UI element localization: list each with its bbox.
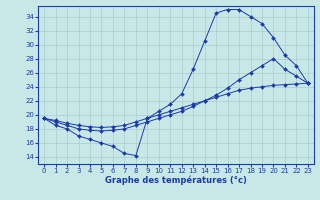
X-axis label: Graphe des températures (°c): Graphe des températures (°c) [105,176,247,185]
